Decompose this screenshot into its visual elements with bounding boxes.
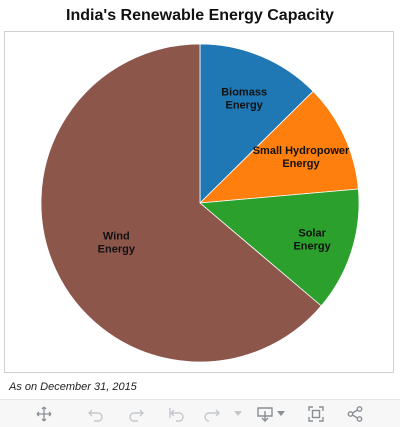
pie-slice-solar-energy[interactable] xyxy=(199,188,360,307)
redo-icon xyxy=(129,409,144,422)
dropdown-icon xyxy=(234,411,242,416)
undo-icon xyxy=(88,409,103,422)
chart-area: Biomass Energy Small Hydropower Energy Solar… xyxy=(4,31,394,373)
fullscreen-button[interactable] xyxy=(306,404,326,424)
pie-slice-biomass-energy[interactable] xyxy=(199,43,314,204)
slice-label-biomass-energy: Biomass Energy xyxy=(221,86,267,111)
pie-slice-small-hydropower-energy[interactable] xyxy=(198,90,359,204)
fullscreen-icon xyxy=(308,406,324,422)
slice-label-small-hydropower-energy: Small Hydropower Energy xyxy=(253,145,350,170)
share-icon xyxy=(347,406,363,422)
forward-icon xyxy=(204,409,220,422)
download-button[interactable] xyxy=(254,404,276,424)
reset-button[interactable] xyxy=(166,404,186,424)
move-icon xyxy=(36,406,52,422)
download-icon xyxy=(257,407,273,422)
chart-toolbar xyxy=(0,399,400,427)
undo-button[interactable] xyxy=(86,404,106,424)
forward-button[interactable] xyxy=(202,404,222,424)
move-button[interactable] xyxy=(34,404,54,424)
share-button[interactable] xyxy=(345,404,365,424)
chart-title: India's Renewable Energy Capacity xyxy=(66,7,334,24)
download-dropdown[interactable] xyxy=(276,404,286,424)
footnote: As on December 31, 2015 xyxy=(9,381,137,393)
slice-label-solar-energy: Solar Energy xyxy=(293,228,331,253)
forward-dropdown[interactable] xyxy=(232,404,244,424)
reset-icon xyxy=(169,408,184,422)
pie-chart: Biomass Energy Small Hydropower Energy Solar… xyxy=(40,43,360,363)
slice-label-wind-energy: Wind Energy xyxy=(98,231,136,256)
pie-slice-wind-energy[interactable] xyxy=(40,43,322,363)
dropdown-icon xyxy=(277,411,285,416)
redo-button[interactable] xyxy=(126,404,146,424)
